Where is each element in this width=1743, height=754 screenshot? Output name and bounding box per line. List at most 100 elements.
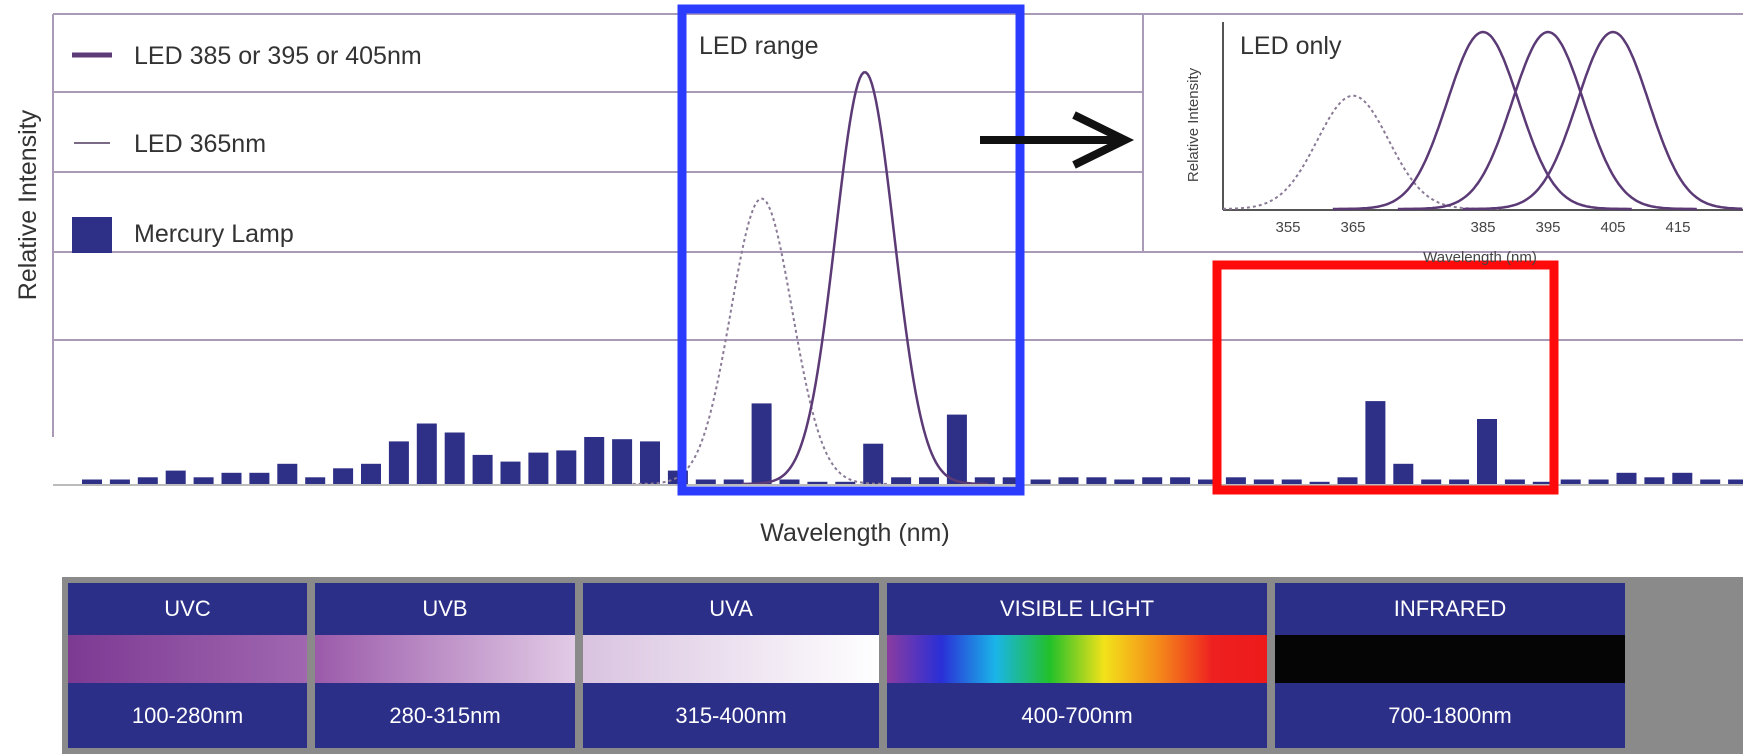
mercury-bars <box>82 401 1743 484</box>
legend-label-mercury: Mercury Lamp <box>134 220 294 248</box>
band-color-gradient <box>1275 635 1625 683</box>
mercury-bar <box>333 468 354 484</box>
band-color-gradient <box>887 635 1267 683</box>
mercury-bar <box>1002 477 1023 484</box>
inset-curve <box>1332 30 1632 211</box>
mercury-bar <box>1225 477 1246 484</box>
mercury-bar <box>137 477 158 484</box>
mercury-bar <box>1170 477 1191 484</box>
mercury-bar <box>1142 477 1163 484</box>
led-range-label: LED range <box>699 32 819 60</box>
mercury-bar <box>1672 472 1693 484</box>
mercury-bar <box>695 479 716 484</box>
mercury-bar <box>946 414 967 484</box>
mercury-bar <box>1504 479 1525 484</box>
mercury-bar <box>835 481 856 484</box>
band-uva: UVA 315-400nm <box>583 583 879 748</box>
mercury-bar <box>109 479 130 484</box>
mercury-bar <box>1058 477 1079 484</box>
mercury-bar <box>1644 477 1665 484</box>
mercury-bar <box>807 481 828 484</box>
mercury-bar <box>1309 481 1330 484</box>
led-curves <box>632 71 988 486</box>
band-color-gradient <box>315 635 575 683</box>
mercury-bar <box>528 452 549 484</box>
mercury-bar <box>751 403 772 484</box>
mercury-bar <box>1198 479 1218 484</box>
mercury-bar <box>444 432 465 484</box>
inset-chart: LED only Relative Intensity 355 365 385 395… <box>1185 22 1743 266</box>
mercury-bar <box>919 477 939 484</box>
mercury-bar <box>974 477 995 484</box>
mercury-bar <box>82 479 102 484</box>
band-uvc: UVC 100-280nm <box>68 583 307 748</box>
mercury-bar <box>612 439 633 484</box>
led-range-highlight <box>677 4 1025 496</box>
inset-curve <box>1223 94 1503 210</box>
band-range: 400-700nm <box>887 683 1267 748</box>
inset-tick-label: 405 <box>1600 219 1625 236</box>
mercury-bar <box>1700 479 1721 484</box>
inset-curve <box>1397 30 1697 211</box>
mercury-bar <box>1560 479 1581 484</box>
inset-curve <box>1462 30 1743 211</box>
mercury-bar <box>277 463 298 484</box>
inset-tick-label: 385 <box>1470 219 1495 236</box>
inset-curves <box>1223 30 1743 211</box>
band-visible-light: VISIBLE LIGHT 400-700nm <box>887 583 1267 748</box>
band-name: UVA <box>583 583 879 635</box>
inset-tick-label: 395 <box>1535 219 1560 236</box>
band-name: INFRARED <box>1275 583 1625 635</box>
mercury-bar <box>1449 479 1470 484</box>
inset-tick-label: 415 <box>1665 219 1690 236</box>
band-infrared: INFRARED 700-1800nm <box>1275 583 1625 748</box>
legend-label-led-main: LED 385 or 395 or 405nm <box>134 42 422 70</box>
led-main-curve <box>741 71 988 486</box>
legend-label-led-365: LED 365nm <box>134 130 266 158</box>
mercury-bar <box>863 443 884 484</box>
band-range: 700-1800nm <box>1275 683 1625 748</box>
mercury-bar <box>1281 479 1302 484</box>
mercury-bar <box>221 472 242 484</box>
mercury-bar <box>1728 479 1743 484</box>
mercury-bar <box>249 472 270 484</box>
led-365-curve <box>632 197 889 485</box>
x-axis-label: Wavelength (nm) <box>760 519 949 547</box>
band-range: 315-400nm <box>583 683 879 748</box>
band-range: 100-280nm <box>68 683 307 748</box>
legend-swatch-mercury <box>72 217 112 253</box>
inset-tick-label: 355 <box>1275 219 1300 236</box>
highlight-box-red <box>1212 260 1559 495</box>
mercury-bar <box>891 477 912 484</box>
y-axis-label: Relative Intensity <box>14 109 42 300</box>
inset-tick-labels: 355 365 385 395 405 415 <box>1275 219 1690 236</box>
mercury-bar <box>584 437 605 484</box>
band-uvb: UVB 280-315nm <box>315 583 575 748</box>
inset-x-label: Wavelength (nm) <box>1423 249 1537 266</box>
mercury-bar <box>1532 481 1553 484</box>
mercury-bar <box>1421 479 1442 484</box>
mercury-bar <box>305 477 326 484</box>
band-color-gradient <box>583 635 879 683</box>
band-color-gradient <box>68 635 307 683</box>
mercury-bar <box>640 441 660 484</box>
inset-title: LED only <box>1240 32 1342 60</box>
mercury-bar <box>500 461 521 484</box>
mercury-bar <box>416 423 437 484</box>
band-name: VISIBLE LIGHT <box>887 583 1267 635</box>
mercury-bar <box>1477 419 1497 484</box>
mercury-bar <box>779 479 800 484</box>
mercury-bar <box>723 479 744 484</box>
main-chart-frame <box>52 13 1743 437</box>
mercury-bar <box>1030 479 1051 484</box>
mercury-bar <box>1086 477 1107 484</box>
mercury-bar <box>388 441 409 484</box>
mercury-bar <box>193 477 214 484</box>
mercury-bar <box>1393 463 1414 484</box>
mercury-bar <box>1365 401 1386 484</box>
inset-y-label: Relative Intensity <box>1185 67 1202 182</box>
band-range: 280-315nm <box>315 683 575 748</box>
mercury-bar <box>1588 479 1609 484</box>
mercury-bar <box>1114 479 1135 484</box>
mercury-bar <box>165 470 186 484</box>
